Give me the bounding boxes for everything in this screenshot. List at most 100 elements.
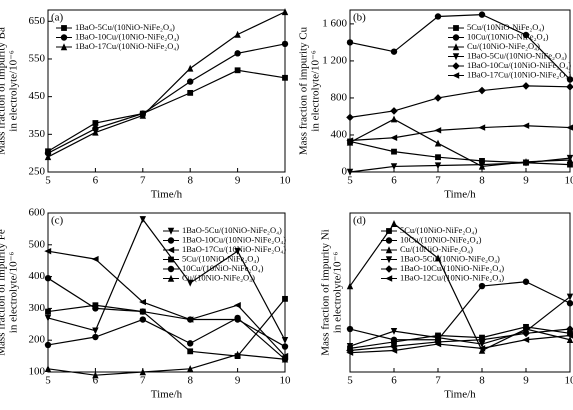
legend-marker <box>167 237 175 244</box>
x-tick-label: 8 <box>187 375 193 387</box>
series-line <box>349 125 571 142</box>
data-point <box>346 39 354 46</box>
series-line <box>47 69 286 152</box>
data-point <box>390 48 398 55</box>
data-point <box>44 314 52 322</box>
data-point <box>346 325 354 333</box>
data-point <box>44 153 52 161</box>
series-line <box>349 281 571 341</box>
x-tick-label: 10 <box>280 175 292 187</box>
legend-label: 1BaO-10Cu/(10NiO-NiFe₂O₄) <box>75 31 179 41</box>
data-point <box>434 340 442 348</box>
data-point <box>566 300 573 307</box>
legend-marker <box>60 43 68 51</box>
plot-frame <box>349 9 571 173</box>
data-point <box>567 330 573 337</box>
x-axis-label: Time/h <box>151 389 183 401</box>
series-line <box>47 218 286 341</box>
y-tick-label: 550 <box>29 53 46 65</box>
legend-label: 1BaO-5Cu/(10NiO-NiFe₂O₄) <box>400 253 500 263</box>
data-point <box>566 332 573 339</box>
data-point <box>139 216 146 224</box>
legend-label: 5Cu/(10NiO-NiFe₂O₄) <box>467 22 544 32</box>
series-line <box>47 353 286 376</box>
x-tick-label: 6 <box>391 375 397 387</box>
legend-label: 1BaO-5Cu/(10NiO-NiFe₂O₄) <box>182 225 282 235</box>
y-tick-label: 350 <box>29 128 46 140</box>
y-axis-label: in electrolyte/10⁻⁶ <box>332 252 344 334</box>
data-point <box>434 127 442 134</box>
data-point <box>92 125 99 132</box>
series-line <box>349 140 571 166</box>
legend-marker <box>385 237 393 244</box>
data-point <box>479 157 485 164</box>
data-point <box>139 308 146 315</box>
x-tick-label: 6 <box>93 375 99 387</box>
data-point <box>92 371 99 379</box>
data-point <box>434 338 442 346</box>
y-tick-label: 650 <box>29 15 46 27</box>
data-point <box>44 149 52 157</box>
x-tick-label: 6 <box>93 175 99 187</box>
data-point <box>281 343 289 350</box>
x-axis-label: Time/h <box>444 189 476 201</box>
y-tick-label: 300 <box>29 302 46 314</box>
data-point <box>187 89 194 96</box>
legend-marker <box>385 275 393 282</box>
data-point <box>522 329 530 338</box>
data-point <box>566 154 573 162</box>
legend-label: 1BaO-10Cu/(10NiO-NiFe₂O₄) <box>182 234 286 244</box>
series-line <box>349 85 571 118</box>
data-point <box>44 274 52 282</box>
data-point <box>522 122 530 129</box>
y-tick-label: 0 <box>342 166 348 178</box>
x-tick-label: 5 <box>347 375 353 387</box>
data-point <box>390 220 398 227</box>
x-tick-label: 10 <box>565 375 573 387</box>
x-tick-label: 6 <box>391 175 397 187</box>
legend-marker <box>452 34 460 41</box>
legend-marker <box>167 265 175 273</box>
data-point <box>282 295 288 302</box>
legend-label: 1BaO-17Cu/(10NiO-NiFe₂O₄) <box>182 244 286 254</box>
series-line <box>47 43 286 154</box>
data-point <box>187 340 194 347</box>
data-point <box>281 355 289 363</box>
data-point <box>567 161 573 168</box>
data-point <box>390 134 398 141</box>
x-tick-label: 5 <box>45 175 51 187</box>
legend-label: 5Cu/(10NiO-NiFe₂O₄) <box>400 225 477 235</box>
data-point <box>234 30 241 38</box>
y-tick-label: 1 600 <box>322 17 347 29</box>
data-point <box>187 348 194 355</box>
data-point <box>45 308 51 315</box>
x-tick-label: 10 <box>565 175 573 187</box>
x-tick-label: 7 <box>140 175 146 187</box>
data-point <box>281 337 289 344</box>
legend-marker <box>60 34 68 41</box>
data-point <box>390 107 398 115</box>
series-line <box>349 334 571 354</box>
y-tick-label: 600 <box>29 207 46 219</box>
data-point <box>346 343 354 350</box>
legend-label: 5Cu/(10NiO-NiFe₂O₄) <box>182 253 259 263</box>
legend-marker <box>386 228 392 234</box>
panel-label: (b) <box>353 12 366 24</box>
data-point <box>186 316 194 323</box>
plot-frame <box>47 212 286 373</box>
data-point <box>434 13 442 20</box>
data-point <box>187 279 194 287</box>
legend-label: 1BaO-5Cu/(10NiO-NiFe₂O₄) <box>467 50 567 60</box>
x-tick-label: 9 <box>523 175 529 187</box>
data-point <box>522 159 530 167</box>
data-point <box>346 349 354 356</box>
y-tick-label: 450 <box>29 90 46 102</box>
legend-marker <box>385 265 393 273</box>
series-line <box>47 11 286 158</box>
data-point <box>234 247 241 255</box>
y-axis-label: in electrolyte/10⁻⁶ <box>310 50 322 132</box>
y-tick-label: 1 200 <box>322 54 347 66</box>
data-point <box>390 336 398 343</box>
data-point <box>139 368 146 376</box>
legend-label: 1BaO-17Cu/(10NiO-NiFe₂O₄) <box>467 69 571 79</box>
